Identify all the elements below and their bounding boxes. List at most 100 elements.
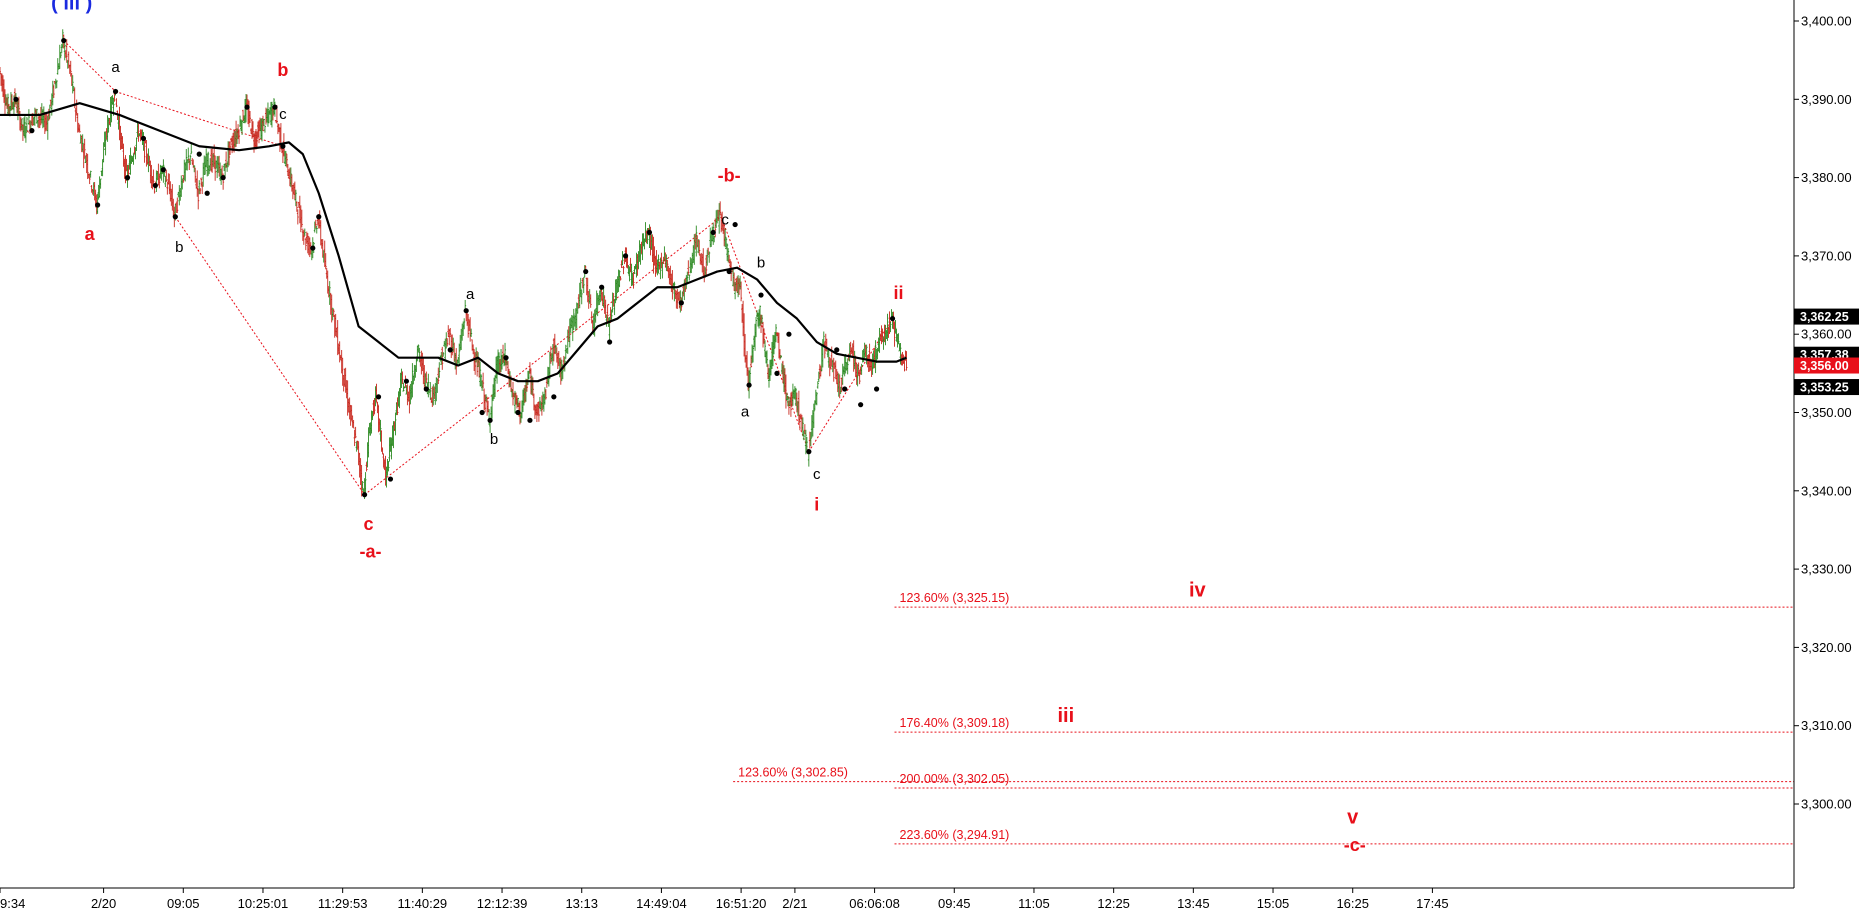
wave-label: -a- xyxy=(360,541,382,561)
fib-level-label: 123.60% (3,325.15) xyxy=(900,591,1010,605)
price-tick-label: 3,390.00 xyxy=(1801,92,1852,107)
wave-label: b xyxy=(490,431,498,448)
swing-dot xyxy=(527,417,533,423)
swing-dot xyxy=(196,151,202,157)
swing-dot xyxy=(310,245,316,251)
wave-label: a xyxy=(85,224,96,244)
time-tick-label: 16:25 xyxy=(1336,896,1369,911)
swing-dot xyxy=(551,394,557,400)
fib-level-label: 176.40% (3,309.18) xyxy=(900,716,1010,730)
last-price-badge xyxy=(1794,379,1859,396)
wave-label: -c- xyxy=(1344,835,1366,855)
swing-dot xyxy=(487,417,493,423)
price-tick-label: 3,400.00 xyxy=(1801,14,1852,29)
swing-dot xyxy=(272,104,278,110)
price-tick-label: 3,310.00 xyxy=(1801,718,1852,733)
time-tick-label: 11:29:53 xyxy=(318,896,368,911)
swing-dot xyxy=(152,182,158,189)
time-tick-label: 2/20 xyxy=(91,896,116,911)
swing-dot xyxy=(140,135,147,142)
wave-label: ii xyxy=(893,283,903,303)
swing-dot xyxy=(403,378,410,384)
swing-dot xyxy=(607,339,613,345)
swing-points xyxy=(13,37,896,498)
wave-label: b xyxy=(175,239,183,256)
time-tick-label: 11:40:29 xyxy=(398,896,448,911)
swing-dot xyxy=(746,382,752,388)
wave-line xyxy=(720,216,810,452)
wave-line xyxy=(174,216,365,495)
last-price-badges: 3,362.253,357.383,356.003,353.25 xyxy=(1794,308,1859,396)
swing-dot xyxy=(29,128,35,134)
swing-dot xyxy=(160,167,166,173)
swing-dot xyxy=(503,355,509,361)
last-price-value: 3,356.00 xyxy=(1800,359,1849,373)
swing-dot xyxy=(842,386,848,392)
swing-dot xyxy=(112,88,119,95)
fibonacci-levels: 123.60% (3,325.15) 176.40% (3,309.18) 200.… xyxy=(733,591,1794,845)
time-axis[interactable]: 15:49:34 2/20 09:05 10:25:01 11:29:53 11:40:2… xyxy=(0,887,1794,911)
price-tick-label: 3,300.00 xyxy=(1801,797,1852,812)
swing-dot xyxy=(515,409,521,416)
time-tick-label: 09:05 xyxy=(167,896,200,911)
swing-dot xyxy=(124,175,131,181)
swing-dot xyxy=(423,386,429,392)
fib-level-label: 223.60% (3,294.91) xyxy=(900,828,1010,842)
time-tick-label: 15:05 xyxy=(1257,896,1290,911)
price-tick-label: 3,380.00 xyxy=(1801,170,1852,185)
swing-dot xyxy=(858,402,864,408)
wave-label: v xyxy=(1347,807,1359,829)
swing-dot xyxy=(280,143,286,149)
time-tick-label: 13:13 xyxy=(565,896,598,911)
swing-dot xyxy=(204,190,210,196)
swing-dot xyxy=(646,229,653,236)
wave-label: i xyxy=(814,494,819,514)
wave-line xyxy=(115,90,284,147)
swing-dot xyxy=(61,37,67,44)
wave-label: iv xyxy=(1189,580,1207,602)
swing-dot xyxy=(678,300,684,306)
wave-label: iii xyxy=(1058,705,1075,727)
wave-label: ( iii ) xyxy=(51,0,92,14)
time-tick-label: 2/21 xyxy=(782,896,807,911)
wave-line xyxy=(63,40,116,92)
swing-dot xyxy=(95,202,101,208)
swing-dot xyxy=(622,253,629,259)
swing-dot xyxy=(889,315,896,322)
time-tick-label: 12:12:39 xyxy=(477,896,528,911)
swing-dot xyxy=(726,268,732,275)
wave-label: b xyxy=(277,60,288,80)
swing-dot xyxy=(220,175,226,181)
price-tick-label: 3,360.00 xyxy=(1801,327,1852,342)
swing-dot xyxy=(13,96,19,102)
swing-dot xyxy=(786,331,792,337)
swing-dot xyxy=(732,221,738,228)
fib-level-label: 200.00% (3,302.05) xyxy=(900,772,1010,786)
time-tick-label: 16:51:20 xyxy=(716,896,767,911)
price-tick-label: 3,330.00 xyxy=(1801,562,1852,577)
price-axis[interactable]: 3,400.00 3,390.00 3,380.00 3,370.00 3,360.00… xyxy=(1793,0,1852,888)
price-tick-label: 3,370.00 xyxy=(1801,248,1852,263)
swing-dot xyxy=(599,284,605,290)
swing-dot xyxy=(834,347,840,353)
swing-dot xyxy=(387,476,394,482)
moving-average-line xyxy=(0,102,907,383)
swing-dot xyxy=(463,308,469,314)
moving-average xyxy=(0,102,907,383)
wave-label: a xyxy=(741,403,750,420)
swing-dot xyxy=(316,214,322,220)
swing-dot xyxy=(375,394,382,400)
time-tick-label: 10:25:01 xyxy=(238,896,289,911)
price-tick-label: 3,340.00 xyxy=(1801,483,1852,498)
wave-label: -b- xyxy=(718,166,741,186)
swing-dot xyxy=(479,409,485,416)
swing-dot xyxy=(583,268,589,275)
price-tick-label: 3,320.00 xyxy=(1801,640,1852,655)
swing-dot xyxy=(774,370,780,376)
wave-label: c xyxy=(721,212,729,229)
time-tick-label: 17:45 xyxy=(1416,896,1449,911)
wave-label: a xyxy=(466,286,475,303)
wave-label: c xyxy=(813,466,821,483)
